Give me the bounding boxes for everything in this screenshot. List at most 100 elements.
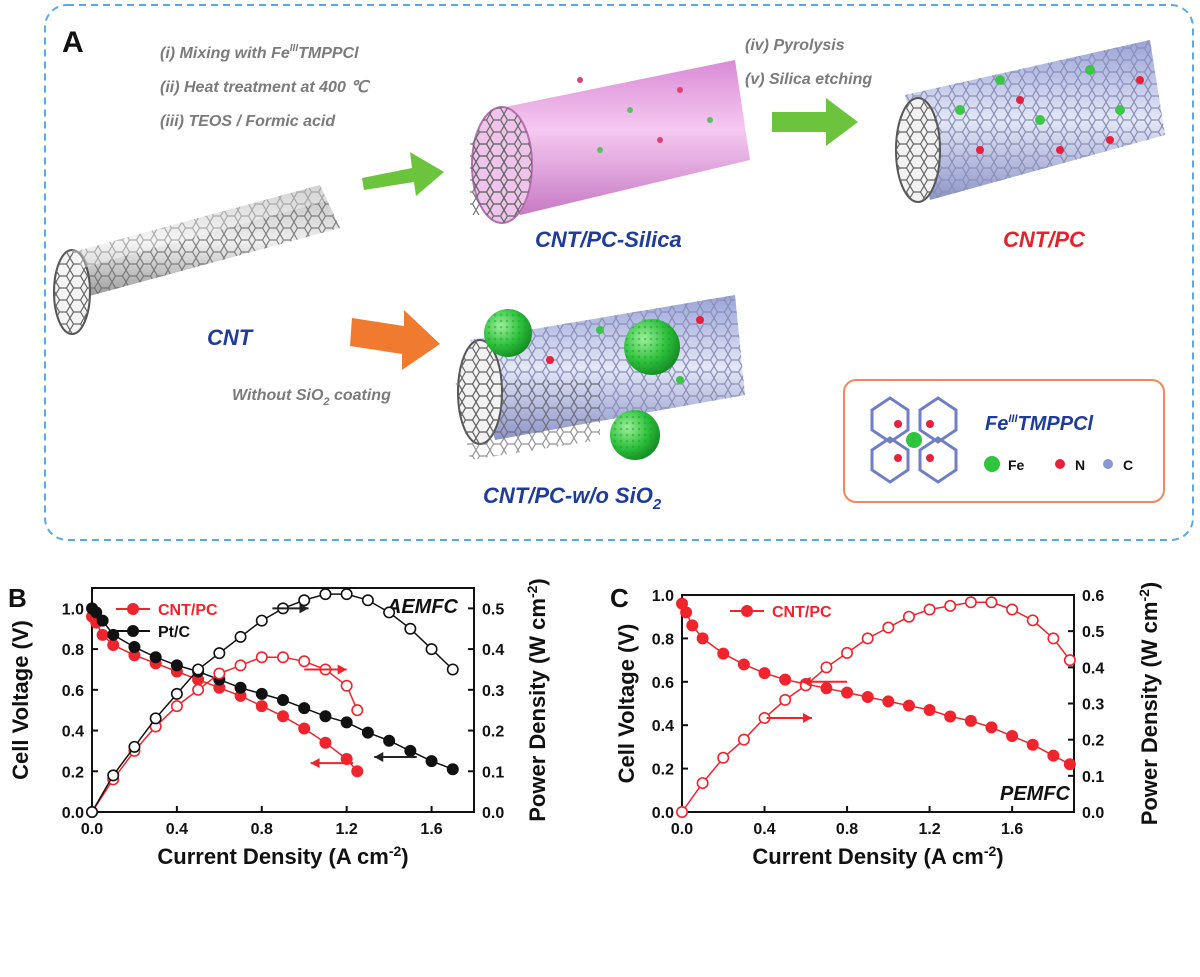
data-point (944, 599, 957, 612)
data-point (340, 679, 353, 692)
data-point (944, 710, 957, 723)
data-point (298, 655, 311, 668)
legend-fe: Fe (1008, 457, 1025, 473)
data-point (1006, 603, 1019, 616)
data-point (758, 667, 771, 680)
data-point (841, 646, 854, 659)
step-4: (iv) Pyrolysis (745, 37, 845, 54)
data-point (340, 588, 353, 601)
product-tube-illustration (895, 40, 1165, 203)
series-pt-c-voltage (86, 602, 459, 776)
direction-arrowhead (802, 712, 812, 723)
schematic-panel-a: A (i) Mixing with FeIIITMPPCl (ii) Heat … (44, 4, 1194, 541)
data-point (985, 721, 998, 734)
wo-sio2-label: CNT/PC-w/o SiO2 (483, 483, 662, 513)
data-point (1026, 614, 1039, 627)
chart-annotation: AEMFC (386, 596, 459, 618)
data-point (1047, 749, 1060, 762)
data-point (276, 651, 289, 664)
x-tick-label: 0.4 (166, 821, 188, 838)
data-point (820, 682, 833, 695)
data-point (361, 726, 374, 739)
data-point (351, 704, 364, 717)
y2-tick-label: 0.3 (482, 683, 504, 700)
step-list-1: (i) Mixing with FeIIITMPPCl (ii) Heat tr… (160, 43, 370, 130)
x-tick-label: 1.2 (336, 821, 358, 838)
data-point (383, 606, 396, 619)
y-tick-label: 0.4 (652, 718, 674, 735)
y-tick-label: 1.0 (652, 588, 674, 605)
y2-tick-label: 0.0 (1082, 805, 1104, 822)
data-point (213, 647, 226, 660)
x-axis-label: Current Density (A cm-2) (157, 843, 408, 869)
series-cnt-pc-power (86, 651, 364, 819)
chart-annotation: PEMFC (1000, 783, 1071, 805)
y-tick-label: 0.6 (62, 683, 84, 700)
y2-tick-label: 0.3 (1082, 697, 1104, 714)
legend-marker (127, 603, 139, 615)
legend-c: C (1123, 457, 1133, 473)
data-point (676, 806, 689, 819)
plot-frame (91, 587, 475, 813)
legend-marker (127, 625, 139, 637)
data-point (96, 628, 109, 641)
data-point (255, 614, 268, 627)
y-tick-label: 0.0 (62, 805, 84, 822)
data-point (404, 622, 417, 635)
data-point (779, 693, 792, 706)
data-point (234, 681, 247, 694)
fetmppcl-legend-box: FeIIITMPPCl Fe N C (843, 379, 1165, 503)
direction-arrowhead (374, 752, 384, 763)
y-tick-label: 0.2 (62, 764, 84, 781)
data-point (234, 659, 247, 672)
direction-arrowhead (310, 758, 320, 769)
data-point (351, 765, 364, 778)
y2-tick-label: 0.2 (1082, 733, 1104, 750)
data-point (107, 639, 120, 652)
data-point (298, 702, 311, 715)
panel-b-letter: B (8, 583, 27, 613)
data-point (1063, 654, 1076, 667)
y2-tick-label: 0.4 (1082, 660, 1104, 677)
data-point (425, 755, 438, 768)
x-axis-label: Current Density (A cm-2) (752, 843, 1003, 869)
y-tick-label: 1.0 (62, 601, 84, 618)
legend-label: Pt/C (158, 624, 190, 641)
y2-tick-label: 0.4 (482, 642, 504, 659)
data-point (1026, 738, 1039, 751)
data-point (298, 722, 311, 735)
orange-arrow (350, 310, 440, 370)
data-point (383, 734, 396, 747)
y-tick-label: 0.6 (652, 675, 674, 692)
series-line (681, 601, 1071, 813)
green-arrow-2 (772, 98, 858, 146)
series-line (681, 603, 1071, 765)
data-point (86, 806, 99, 819)
series-cnt-pc-power (676, 596, 1076, 819)
data-point (717, 647, 730, 660)
cnt-label: CNT (207, 325, 254, 350)
y2-tick-label: 0.1 (482, 764, 504, 781)
data-point (404, 744, 417, 757)
y2-tick-label: 0.6 (1082, 588, 1104, 605)
legend-marker (741, 605, 753, 617)
without-sio2-label: Without SiO2 coating (232, 387, 391, 408)
data-point (340, 753, 353, 766)
panel-a-letter: A (62, 26, 84, 59)
data-point (861, 690, 874, 703)
x-tick-label: 0.8 (251, 821, 273, 838)
series-line (91, 607, 454, 770)
data-point (319, 736, 332, 749)
series-line (91, 616, 358, 772)
data-point (361, 594, 374, 607)
data-point (446, 763, 459, 776)
data-point (90, 606, 103, 619)
data-point (255, 651, 268, 664)
data-point (985, 596, 998, 609)
data-point (680, 606, 693, 619)
direction-arrowhead (337, 664, 347, 675)
legend-label: CNT/PC (158, 602, 218, 619)
data-point (717, 751, 730, 764)
step-3: (iii) TEOS / Formic acid (160, 113, 336, 130)
data-point (737, 658, 750, 671)
